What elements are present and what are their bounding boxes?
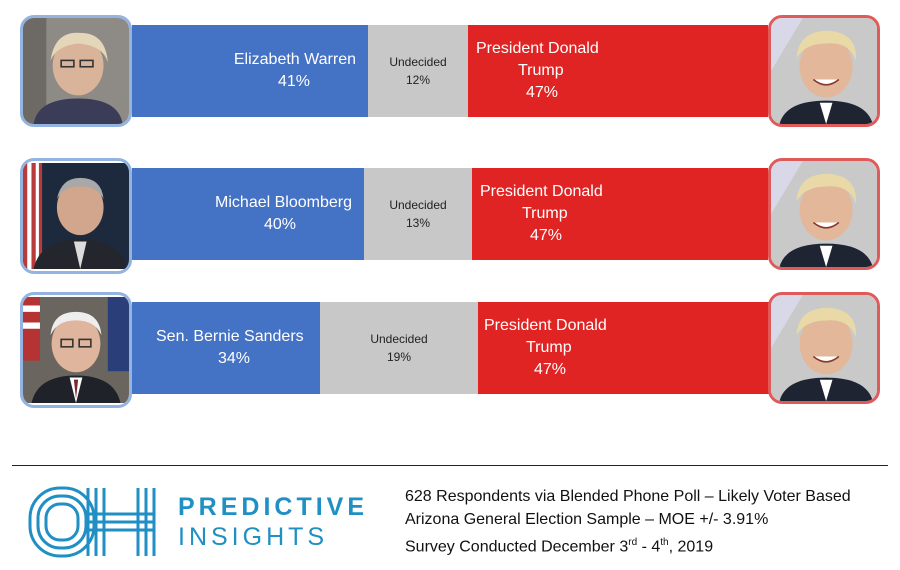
undecided-value: 13%: [405, 216, 431, 230]
dem-value: 40%: [263, 216, 296, 233]
stacked-bar: Sen. Bernie Sanders 34% Undecided 19% Pr…: [132, 302, 770, 394]
note-dates-a: Survey Conducted December 3: [405, 538, 629, 556]
rep-label-line2: Trump: [522, 205, 568, 222]
undecided-value: 12%: [405, 73, 431, 87]
person-portrait-icon: [23, 297, 129, 403]
divider: [12, 465, 888, 466]
rep-value: 47%: [534, 361, 567, 378]
undecided-label: Undecided: [370, 332, 428, 346]
stacked-bar: Elizabeth Warren 41% Undecided 12% Presi…: [132, 25, 768, 117]
brand-wordmark: PREDICTIVE INSIGHTS: [178, 492, 368, 552]
bar-segment-undecided: Undecided 12%: [368, 25, 468, 117]
bar-segment-undecided: Undecided 19%: [320, 302, 478, 394]
note-sample: Arizona General Election Sample – MOE +/…: [405, 511, 769, 528]
bar-segment-dem: Elizabeth Warren 41%: [132, 25, 368, 117]
undecided-value: 19%: [386, 350, 412, 364]
candidate-photo-trump: [768, 15, 880, 127]
undecided-label: Undecided: [389, 198, 447, 212]
matchup-warren: Elizabeth Warren 41% Undecided 12% Presi…: [20, 15, 880, 127]
candidate-photo-trump: [768, 292, 880, 404]
person-portrait-icon: [771, 18, 877, 124]
undecided-label: Undecided: [389, 55, 447, 69]
note-dates-c: , 2019: [668, 538, 714, 556]
candidate-photo-sanders: [20, 292, 132, 408]
rep-label-line1: President Donald: [480, 183, 603, 200]
bar-segment-undecided: Undecided 13%: [364, 168, 472, 260]
candidate-photo-warren: [20, 15, 132, 127]
bar-segment-rep: President Donald Trump 47%: [468, 25, 768, 117]
person-portrait-icon: [771, 161, 877, 267]
dem-label: Michael Bloomberg: [215, 194, 352, 211]
note-dates-sup1: rd: [628, 537, 638, 548]
matchup-sanders: Sen. Bernie Sanders 34% Undecided 19% Pr…: [20, 292, 880, 410]
rep-label-line1: President Donald: [484, 317, 607, 334]
survey-notes: 628 Respondents via Blended Phone Poll –…: [405, 485, 851, 558]
oh-logo: [26, 484, 166, 565]
candidate-photo-bloomberg: [20, 158, 132, 274]
person-portrait-icon: [23, 18, 129, 124]
rep-label-line2: Trump: [518, 62, 564, 79]
bar-segment-rep: President Donald Trump 47%: [472, 168, 768, 260]
dem-label: Sen. Bernie Sanders: [156, 328, 304, 345]
matchup-bloomberg: Michael Bloomberg 40% Undecided 13% Pres…: [20, 158, 880, 274]
dem-value: 34%: [218, 350, 251, 367]
dem-label: Elizabeth Warren: [233, 51, 356, 68]
rep-label-line1: President Donald: [476, 40, 599, 57]
brand-line-1: PREDICTIVE: [178, 493, 369, 521]
stacked-bar: Michael Bloomberg 40% Undecided 13% Pres…: [132, 168, 768, 260]
person-portrait-icon: [23, 163, 129, 269]
rep-value: 47%: [530, 227, 563, 244]
note-dates-sup2: th: [660, 537, 669, 548]
note-dates-b: - 4: [637, 538, 661, 556]
rep-value: 47%: [526, 84, 559, 101]
bar-segment-dem: Sen. Bernie Sanders 34%: [132, 302, 320, 394]
note-respondents: 628 Respondents via Blended Phone Poll –…: [405, 488, 851, 505]
brand-line-2: INSIGHTS: [178, 523, 329, 551]
person-portrait-icon: [771, 295, 877, 401]
candidate-photo-trump: [768, 158, 880, 270]
bar-segment-dem: Michael Bloomberg 40%: [132, 168, 364, 260]
dem-value: 41%: [277, 73, 310, 90]
rep-label-line2: Trump: [526, 339, 572, 356]
bar-segment-rep: President Donald Trump 47%: [478, 302, 770, 394]
note-dates: Survey Conducted December 3rd - 4th, 201…: [405, 531, 851, 558]
